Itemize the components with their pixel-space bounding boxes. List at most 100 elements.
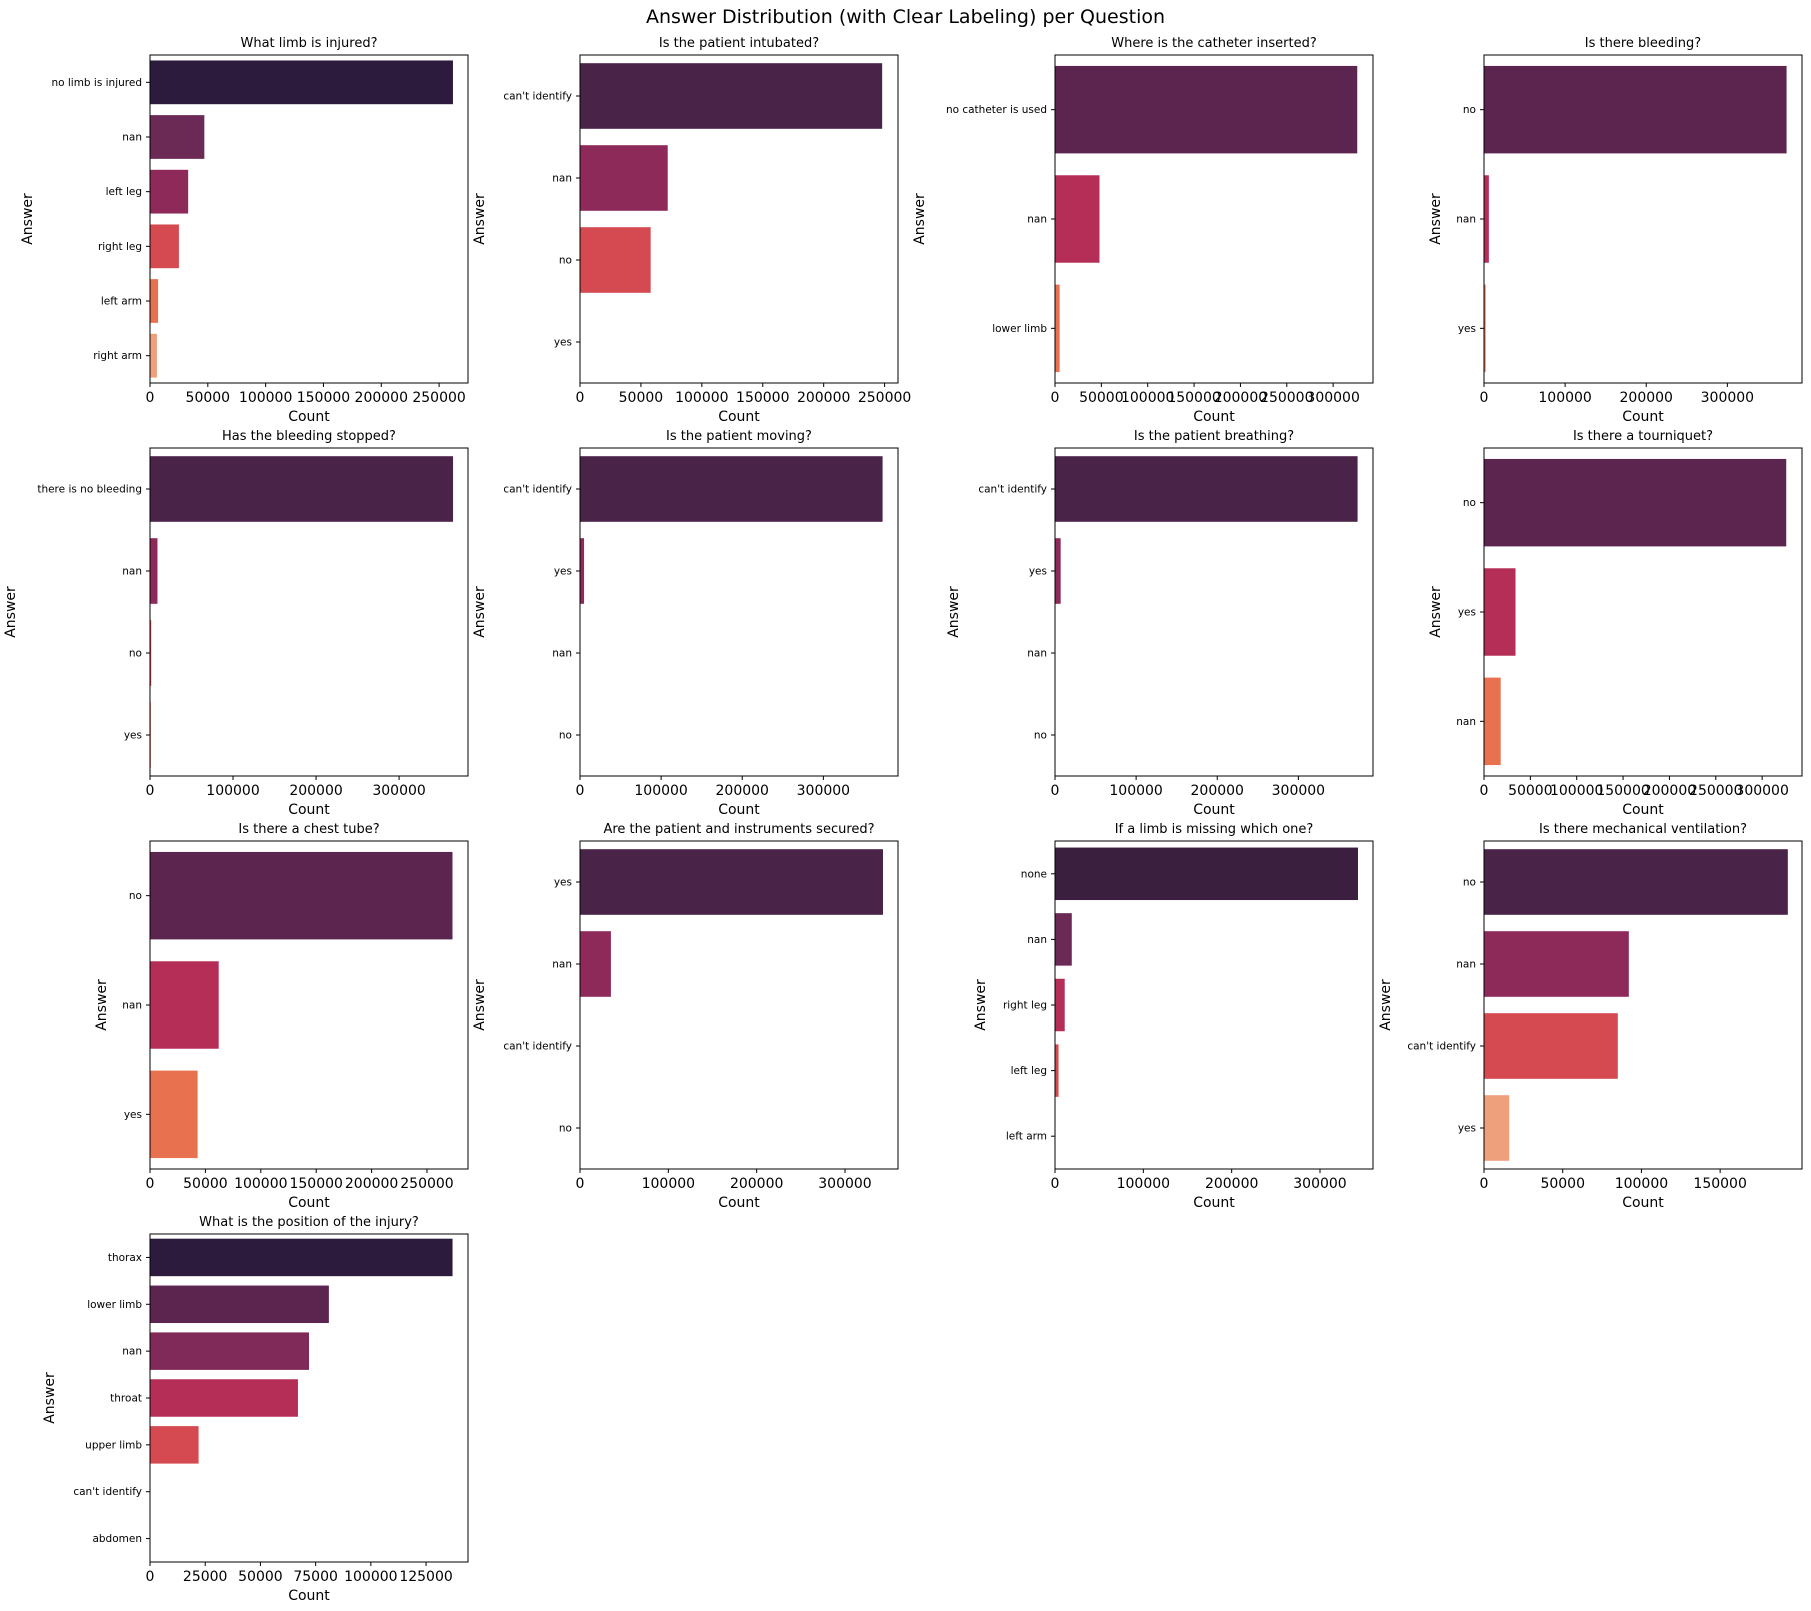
- subplot-title: Is there bleeding?: [1585, 36, 1701, 51]
- bar-nan: [580, 145, 668, 211]
- y-axis-label: Answer: [20, 193, 36, 245]
- x-axis-label: Count: [1193, 802, 1235, 818]
- y-tick-label: nan: [122, 1346, 142, 1358]
- y-axis-label: Answer: [912, 193, 928, 245]
- axes-frame: [149, 1233, 469, 1563]
- x-tick-label: 100000: [1615, 1176, 1668, 1192]
- x-tick-label: 200000: [797, 390, 850, 406]
- y-tick-label: nan: [1027, 214, 1047, 226]
- y-axis-label: Answer: [472, 193, 488, 245]
- x-tick-label: 100000: [642, 1176, 695, 1192]
- figure-title: Answer Distribution (with Clear Labeling…: [645, 6, 1166, 28]
- bar-yes: [1484, 1095, 1510, 1161]
- x-tick-label: 150000: [297, 390, 350, 406]
- x-tick-label: 0: [576, 1176, 585, 1192]
- x-axis-label: Count: [1622, 409, 1664, 425]
- x-tick-label: 50000: [1508, 783, 1553, 799]
- x-tick-label: 150000: [289, 1176, 342, 1192]
- bar-nan: [150, 538, 158, 604]
- y-tick-label: can't identify: [503, 1041, 572, 1053]
- y-tick-label: left leg: [106, 186, 142, 198]
- bar-right-arm: [150, 333, 157, 378]
- x-tick-label: 50000: [186, 390, 231, 406]
- bar-yes: [1484, 284, 1486, 373]
- y-tick-label: there is no bleeding: [37, 484, 142, 496]
- subplot-title: What limb is injured?: [241, 36, 378, 51]
- subplot-title: Are the patient and instruments secured?: [603, 822, 874, 837]
- x-tick-label: 100000: [344, 1569, 397, 1585]
- bar-can-t-identify: [580, 456, 883, 522]
- x-tick-label: 75000: [293, 1569, 338, 1585]
- bar-yes: [150, 1070, 198, 1159]
- x-tick-label: 100000: [206, 783, 259, 799]
- y-tick-label: yes: [1458, 323, 1476, 335]
- y-tick-label: can't identify: [73, 1486, 142, 1498]
- subplot-7: can't identify yes nan no 0 100000 200000 30000…: [946, 429, 1374, 818]
- x-tick-label: 0: [1480, 390, 1489, 406]
- y-axis-label: Answer: [94, 979, 110, 1031]
- y-tick-label: no: [559, 255, 572, 267]
- bar-right-leg: [1055, 978, 1065, 1032]
- bar-upper-limb: [150, 1426, 199, 1464]
- y-tick-label: can't identify: [503, 91, 572, 103]
- subplot-10: yes nan can't identify no 0 100000 200000 30000…: [472, 822, 899, 1211]
- y-tick-label: right arm: [93, 350, 142, 362]
- subplot-4: no nan yes 0 100000 200000 300000 Is there blee…: [1428, 36, 1803, 425]
- y-axis-label: Answer: [946, 586, 962, 638]
- y-tick-label: yes: [1458, 1123, 1476, 1135]
- subplot-title: Is there mechanical ventilation?: [1539, 822, 1747, 837]
- x-tick-label: 100000: [239, 390, 292, 406]
- x-axis-label: Count: [718, 1195, 760, 1211]
- y-tick-label: nan: [122, 132, 142, 144]
- x-tick-label: 0: [146, 1176, 155, 1192]
- bar-right-leg: [150, 224, 179, 269]
- y-tick-label: no: [1463, 104, 1476, 116]
- bar-throat: [150, 1379, 298, 1417]
- x-tick-label: 0: [1051, 1176, 1060, 1192]
- axes-frame: [579, 447, 899, 777]
- y-tick-label: can't identify: [503, 484, 572, 496]
- axes-frame: [579, 54, 899, 384]
- bar-can-t-identify: [1055, 456, 1358, 522]
- y-tick-label: lower limb: [87, 1299, 142, 1311]
- bar-no: [150, 620, 152, 686]
- bar-nan: [150, 1332, 309, 1370]
- y-tick-label: yes: [554, 566, 572, 578]
- y-axis-label: Answer: [42, 1372, 58, 1424]
- y-tick-label: yes: [124, 730, 142, 742]
- x-tick-label: 200000: [355, 390, 408, 406]
- y-tick-label: nan: [552, 173, 572, 185]
- axes-frame: [1054, 840, 1374, 1170]
- x-tick-label: 200000: [730, 1176, 783, 1192]
- subplot-title: Where is the catheter inserted?: [1111, 36, 1317, 51]
- subplot-title: Has the bleeding stopped?: [222, 429, 396, 444]
- x-tick-label: 100000: [1109, 783, 1162, 799]
- x-tick-label: 0: [146, 390, 155, 406]
- bar-can-t-identify: [580, 63, 883, 129]
- x-axis-label: Count: [288, 1588, 330, 1604]
- x-axis-label: Count: [1622, 802, 1664, 818]
- subplot-2: can't identify nan no yes 0 50000 100000 150000…: [472, 36, 911, 425]
- bar-nan: [1484, 931, 1629, 997]
- x-tick-label: 100000: [234, 1176, 287, 1192]
- y-tick-label: thorax: [108, 1252, 142, 1264]
- bar-none: [1055, 847, 1358, 901]
- x-tick-label: 50000: [238, 1569, 283, 1585]
- y-tick-label: no: [1034, 730, 1047, 742]
- x-tick-label: 25000: [183, 1569, 228, 1585]
- y-axis-label: Answer: [3, 586, 19, 638]
- y-tick-label: yes: [554, 877, 572, 889]
- x-tick-label: 150000: [1693, 1176, 1746, 1192]
- x-tick-label: 250000: [1689, 783, 1742, 799]
- x-tick-label: 50000: [619, 390, 664, 406]
- bar-nan: [1055, 175, 1100, 263]
- subplot-9: no nan yes 0 50000 100000 150000 200000 250000 Is…: [94, 822, 469, 1211]
- x-tick-label: 0: [146, 783, 155, 799]
- x-tick-label: 100000: [1550, 783, 1603, 799]
- bar-nan: [150, 115, 205, 159]
- y-tick-label: yes: [554, 337, 572, 349]
- x-tick-label: 100000: [634, 783, 687, 799]
- x-tick-label: 300000: [818, 1176, 871, 1192]
- bar-left-leg: [1055, 1044, 1059, 1097]
- x-tick-label: 100000: [1117, 1176, 1170, 1192]
